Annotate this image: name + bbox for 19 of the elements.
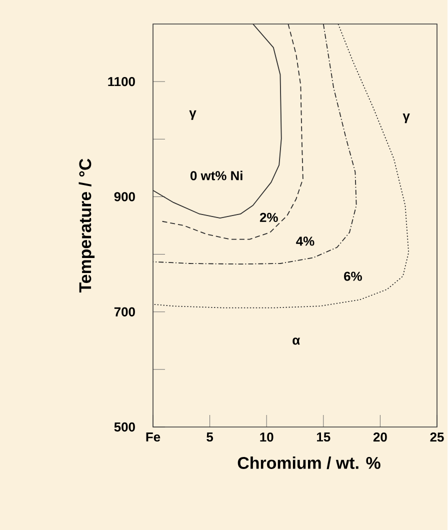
x-tick-label: 5 [206, 432, 214, 442]
x-tick-label: 20 [374, 432, 388, 442]
x-tick-label: 10 [260, 432, 274, 442]
y-axis-title: Temperature / °C [78, 158, 95, 293]
x-axis-title: Chromium / wt. % [238, 456, 381, 470]
series-label: 0 wt% Ni [190, 170, 243, 180]
y-tick-label: 700 [114, 307, 136, 316]
series-label: 4% [296, 236, 314, 246]
annotation: α [292, 338, 300, 345]
series-label: 6% [344, 272, 362, 281]
annotation: γ [189, 110, 197, 120]
y-tick-label: 1100 [108, 76, 136, 86]
x-tick-label: Fe [146, 432, 160, 442]
annotation: γ [403, 114, 410, 124]
y-tick-label: 900 [114, 192, 136, 202]
series-label: 2% [260, 212, 278, 222]
y-tick-label: 500 [114, 422, 136, 432]
x-tick-label: 25 [430, 432, 444, 442]
x-tick-label: 15 [317, 432, 330, 442]
